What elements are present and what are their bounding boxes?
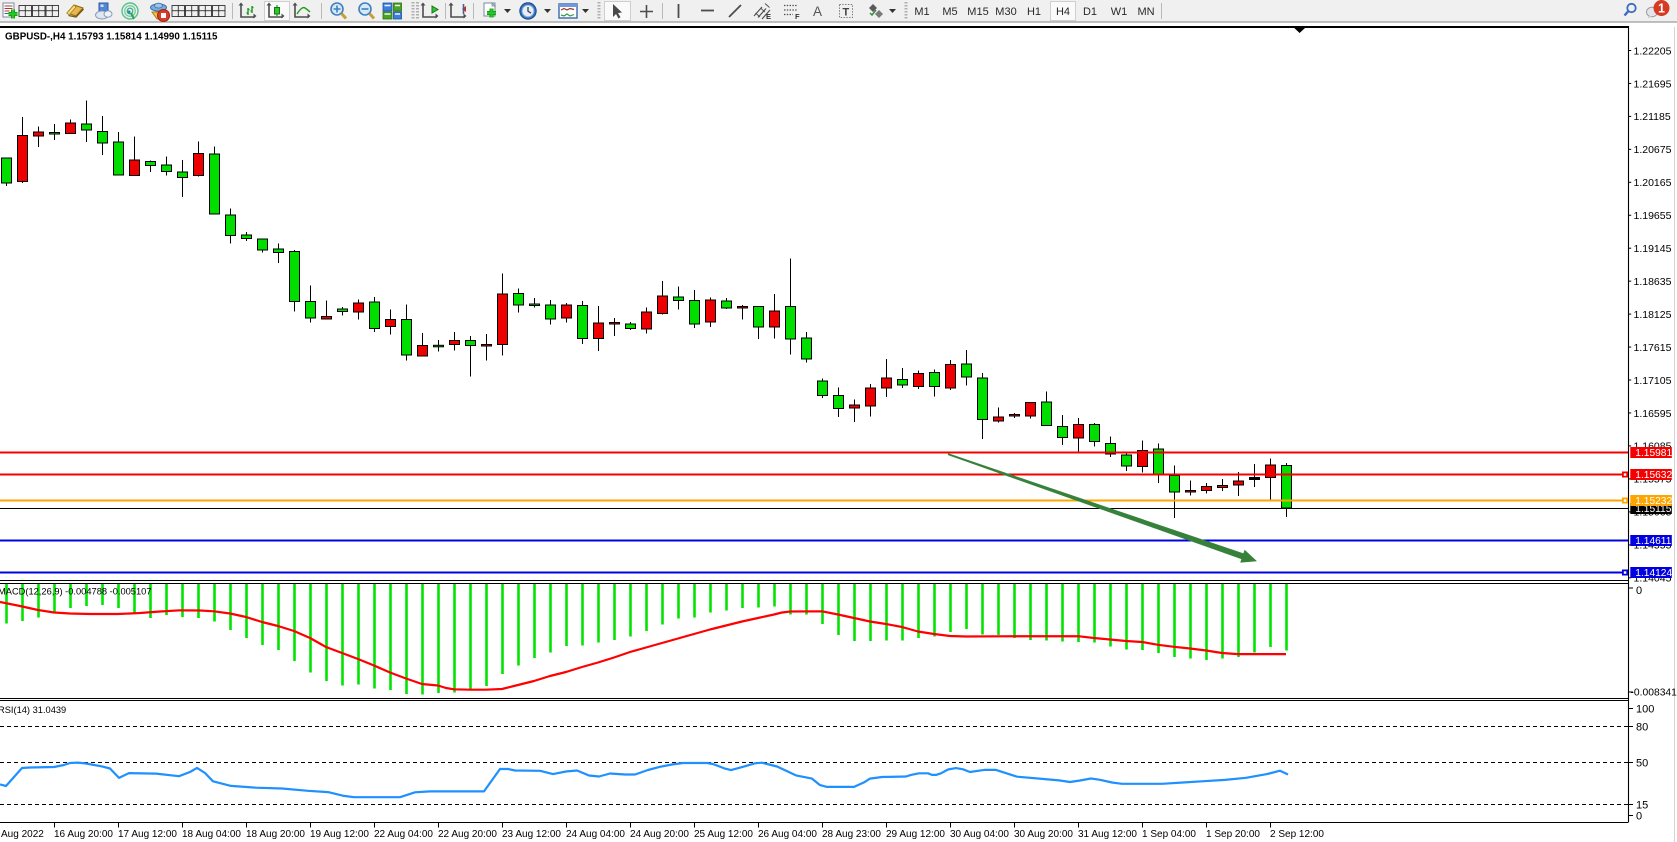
svg-text:17 Aug 12:00: 17 Aug 12:00	[118, 829, 177, 840]
svg-text:0: 0	[1636, 811, 1642, 823]
svg-text:24 Aug 20:00: 24 Aug 20:00	[630, 829, 689, 840]
svg-text:1.20675: 1.20675	[1634, 144, 1672, 156]
svg-text:M15: M15	[967, 6, 988, 18]
svg-text:A: A	[813, 4, 822, 19]
svg-text:18 Aug 04:00: 18 Aug 04:00	[182, 829, 241, 840]
svg-text:22 Aug 20:00: 22 Aug 20:00	[438, 829, 497, 840]
svg-text:1.15632: 1.15632	[1635, 470, 1672, 481]
svg-text:30 Aug 04:00: 30 Aug 04:00	[950, 829, 1009, 840]
svg-text:H4: H4	[1056, 6, 1070, 18]
svg-text:RSI(14) 31.0439: RSI(14) 31.0439	[0, 705, 66, 715]
svg-text:1.18125: 1.18125	[1634, 309, 1672, 321]
svg-text:W1: W1	[1111, 6, 1128, 18]
svg-text:23 Aug 12:00: 23 Aug 12:00	[502, 829, 561, 840]
svg-text:1.16595: 1.16595	[1634, 408, 1672, 420]
svg-text:31 Aug 12:00: 31 Aug 12:00	[1078, 829, 1137, 840]
svg-text:M1: M1	[914, 6, 929, 18]
svg-text:1: 1	[1658, 2, 1665, 16]
svg-text:2 Sep 12:00: 2 Sep 12:00	[1270, 829, 1324, 840]
svg-text:80: 80	[1636, 721, 1648, 733]
svg-text:1.21185: 1.21185	[1634, 111, 1671, 123]
svg-text:M5: M5	[942, 6, 957, 18]
svg-text:MN: MN	[1137, 6, 1154, 18]
svg-text:1.22205: 1.22205	[1634, 45, 1672, 57]
svg-text:1.17615: 1.17615	[1634, 342, 1672, 354]
svg-text:MACD(12,26,9) -0.004788 -0.005: MACD(12,26,9) -0.004788 -0.005107	[0, 587, 152, 597]
svg-text:1.21695: 1.21695	[1634, 78, 1672, 90]
svg-text:30 Aug 20:00: 30 Aug 20:00	[1014, 829, 1073, 840]
svg-text:100: 100	[1636, 704, 1654, 716]
svg-text:1.19655: 1.19655	[1634, 210, 1672, 222]
svg-text:28 Aug 23:00: 28 Aug 23:00	[822, 829, 881, 840]
svg-text:T: T	[843, 7, 850, 19]
svg-text:15: 15	[1636, 800, 1648, 812]
svg-text:F: F	[795, 12, 800, 21]
svg-text:M30: M30	[995, 6, 1016, 18]
svg-text:1.14611: 1.14611	[1635, 536, 1671, 547]
svg-text:D1: D1	[1083, 6, 1097, 18]
svg-text:1.19145: 1.19145	[1634, 243, 1672, 255]
svg-text:22 Aug 04:00: 22 Aug 04:00	[374, 829, 433, 840]
svg-text:25 Aug 12:00: 25 Aug 12:00	[694, 829, 753, 840]
svg-text:24 Aug 04:00: 24 Aug 04:00	[566, 829, 625, 840]
svg-text:1 Sep 04:00: 1 Sep 04:00	[1142, 829, 1196, 840]
svg-text:16 Aug 20:00: 16 Aug 20:00	[54, 829, 113, 840]
svg-text:19 Aug 12:00: 19 Aug 12:00	[310, 829, 369, 840]
svg-text:18 Aug 20:00: 18 Aug 20:00	[246, 829, 305, 840]
svg-text:26 Aug 04:00: 26 Aug 04:00	[758, 829, 817, 840]
svg-text:E: E	[766, 12, 771, 21]
svg-text:H1: H1	[1027, 6, 1041, 18]
svg-text:1.15232: 1.15232	[1635, 496, 1672, 507]
svg-text:1.17105: 1.17105	[1634, 375, 1672, 387]
svg-text:29 Aug 12:00: 29 Aug 12:00	[886, 829, 945, 840]
svg-text:1 Sep 20:00: 1 Sep 20:00	[1206, 829, 1260, 840]
svg-text:1.15115: 1.15115	[1635, 504, 1671, 515]
svg-text:Aug 2022: Aug 2022	[1, 829, 44, 840]
svg-text:50: 50	[1636, 757, 1648, 769]
svg-text:-0.008341: -0.008341	[1631, 688, 1677, 699]
svg-text:1.18635: 1.18635	[1634, 276, 1672, 288]
svg-text:GBPUSD-,H4 1.15793 1.15814 1.: GBPUSD-,H4 1.15793 1.15814 1.14990 1.151…	[5, 32, 218, 43]
svg-text:1.14124: 1.14124	[1635, 568, 1672, 579]
svg-text:1.20165: 1.20165	[1634, 177, 1672, 189]
svg-text:0: 0	[1636, 585, 1642, 597]
svg-text:1.15981: 1.15981	[1635, 448, 1672, 459]
